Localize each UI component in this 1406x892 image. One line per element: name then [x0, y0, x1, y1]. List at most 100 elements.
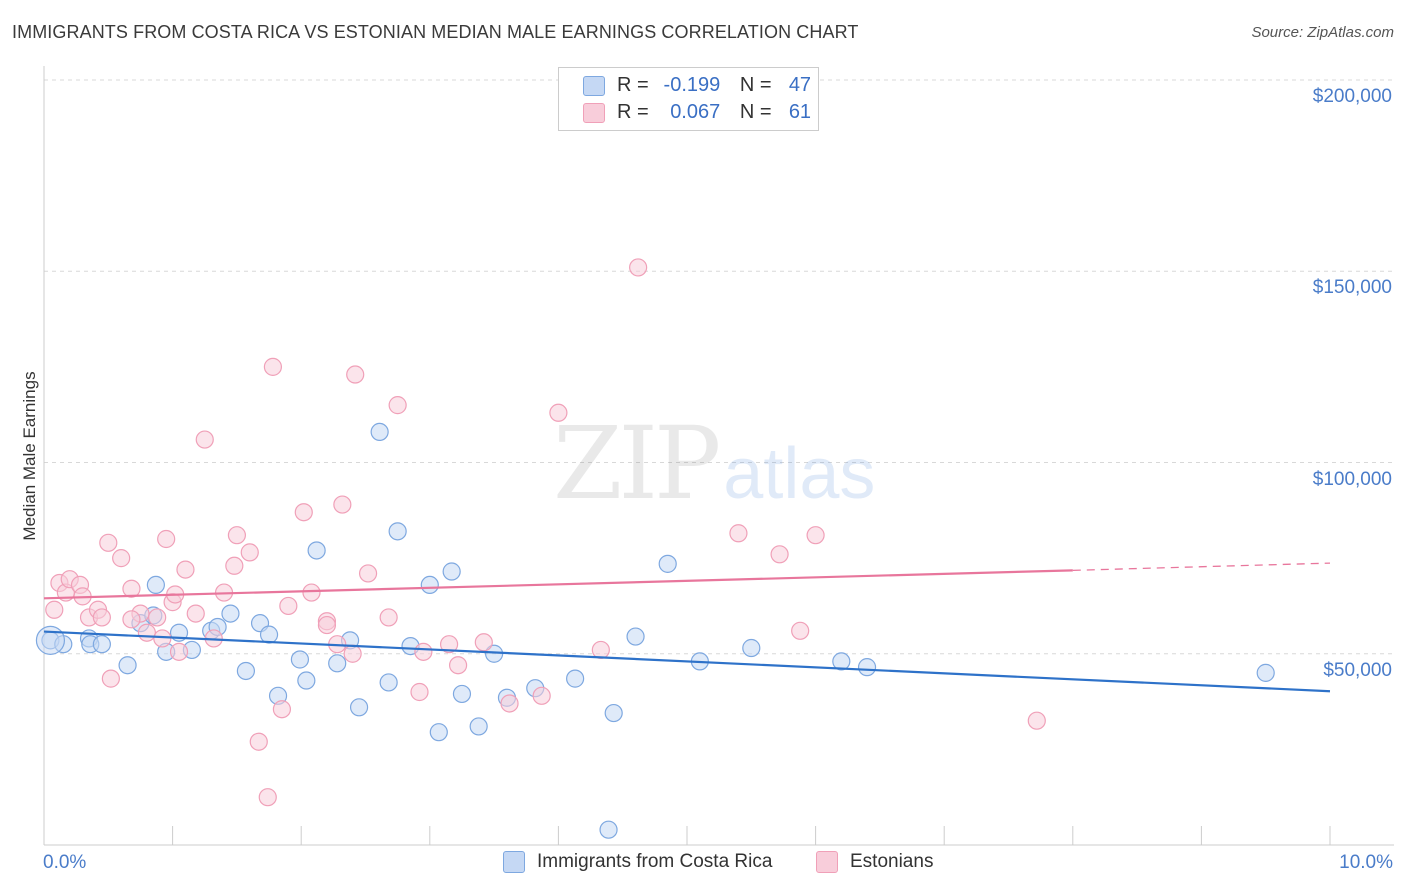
- point-estonians: [272, 700, 292, 719]
- point-costa-rica: [290, 650, 310, 669]
- point-estonians: [474, 633, 493, 652]
- point-costa-rica: [469, 717, 488, 736]
- point-estonians: [92, 608, 111, 627]
- point-estonians: [249, 732, 268, 751]
- point-estonians: [388, 396, 407, 415]
- point-costa-rica: [442, 562, 461, 581]
- point-estonians: [169, 642, 189, 661]
- axes: [43, 66, 1394, 846]
- legend-swatch-costa-rica: [503, 851, 525, 873]
- trend-line-estonians: [43, 569, 1073, 600]
- point-estonians: [729, 524, 748, 543]
- point-estonians: [410, 682, 429, 702]
- point-estonians: [279, 596, 298, 616]
- x-tick-label-max: 10.0%: [1339, 852, 1393, 873]
- point-estonians: [45, 600, 64, 619]
- point-costa-rica: [370, 422, 389, 441]
- stats-n-label: N =: [739, 74, 772, 96]
- source-label: Source: ZipAtlas.com: [1251, 24, 1394, 41]
- point-costa-rica: [420, 575, 439, 595]
- point-costa-rica: [604, 703, 623, 723]
- point-costa-rica: [857, 658, 877, 677]
- point-estonians: [343, 644, 362, 663]
- point-costa-rica-cluster: [35, 625, 66, 655]
- point-estonians: [227, 526, 246, 545]
- point-costa-rica: [221, 604, 240, 623]
- point-estonians: [195, 430, 214, 449]
- trend-line-estonians-dashed: [1072, 562, 1331, 572]
- point-costa-rica: [146, 575, 165, 595]
- point-estonians: [258, 788, 277, 807]
- data-points: [35, 258, 1275, 839]
- point-estonians: [99, 533, 118, 552]
- point-costa-rica: [658, 554, 677, 573]
- stats-row-estonians: R = 0.067 N = 61: [559, 99, 818, 126]
- y-tick-label: $100,000: [1312, 468, 1392, 490]
- point-estonians: [1027, 711, 1046, 730]
- point-estonians: [148, 608, 167, 627]
- y-tick-label: $200,000: [1312, 86, 1392, 107]
- y-tick-label: $150,000: [1312, 277, 1392, 299]
- point-estonians: [358, 564, 378, 583]
- point-costa-rica: [92, 635, 111, 654]
- legend-label-estonians: Estonians: [850, 851, 934, 872]
- point-estonians: [101, 669, 120, 688]
- point-estonians: [379, 608, 398, 627]
- point-costa-rica: [429, 723, 448, 742]
- point-costa-rica: [259, 625, 279, 644]
- point-estonians: [122, 579, 141, 598]
- point-estonians: [153, 629, 172, 648]
- point-estonians: [263, 357, 283, 376]
- point-estonians: [806, 526, 825, 545]
- point-costa-rica: [118, 656, 137, 675]
- point-costa-rica: [349, 698, 369, 717]
- point-estonians: [302, 583, 321, 602]
- legend-swatch-estonians: [816, 851, 838, 873]
- legend-label-costa-rica: Immigrants from Costa Rica: [537, 851, 773, 872]
- point-estonians: [317, 615, 337, 635]
- stats-swatch-estonians: [583, 102, 605, 123]
- stats-n-value-costa-rica: 47: [788, 74, 812, 96]
- chart-title: IMMIGRANTS FROM COSTA RICA VS ESTONIAN M…: [12, 22, 859, 42]
- trend-lines: [43, 562, 1331, 693]
- point-costa-rica: [328, 654, 347, 673]
- legend-item-estonians[interactable]: Estonians: [816, 851, 933, 873]
- point-costa-rica: [379, 673, 398, 692]
- correlation-stats-box: R = -0.199 N = 47 R = 0.067 N = 61: [558, 67, 819, 131]
- point-estonians: [157, 529, 176, 549]
- stats-row-costa-rica: R = -0.199 N = 47: [559, 72, 818, 99]
- point-costa-rica: [236, 661, 256, 681]
- point-estonians: [500, 694, 519, 713]
- y-tick-label: $50,000: [1323, 659, 1392, 681]
- point-estonians: [549, 403, 568, 422]
- stats-r-value-estonians: 0.067: [670, 101, 721, 123]
- point-estonians: [225, 556, 244, 575]
- legend-item-costa-rica[interactable]: Immigrants from Costa Rica: [503, 851, 772, 873]
- point-estonians: [112, 549, 131, 568]
- grid-lines: [44, 79, 1394, 655]
- point-estonians: [240, 543, 259, 562]
- point-estonians: [122, 610, 141, 629]
- point-estonians: [439, 635, 459, 654]
- point-estonians: [770, 545, 789, 564]
- stats-n-value-estonians: 61: [788, 101, 812, 123]
- y-axis-label: Median Male Earnings: [20, 371, 39, 541]
- point-costa-rica: [297, 671, 316, 690]
- point-costa-rica: [742, 638, 761, 658]
- point-estonians: [591, 640, 610, 660]
- point-estonians: [333, 495, 352, 514]
- point-estonians: [629, 258, 648, 277]
- point-estonians: [532, 686, 551, 705]
- stats-r-label: R =: [617, 101, 649, 123]
- trend-line-costa-rica: [43, 630, 1331, 693]
- stats-swatch-costa-rica: [583, 75, 605, 96]
- point-costa-rica: [832, 652, 851, 671]
- point-estonians: [137, 623, 156, 642]
- point-estonians: [294, 503, 313, 522]
- x-tick-label-min: 0.0%: [43, 852, 87, 873]
- stats-r-value-costa-rica: -0.199: [663, 74, 721, 96]
- stats-n-label: N =: [739, 101, 772, 123]
- point-estonians: [791, 621, 810, 640]
- point-costa-rica: [1256, 663, 1275, 682]
